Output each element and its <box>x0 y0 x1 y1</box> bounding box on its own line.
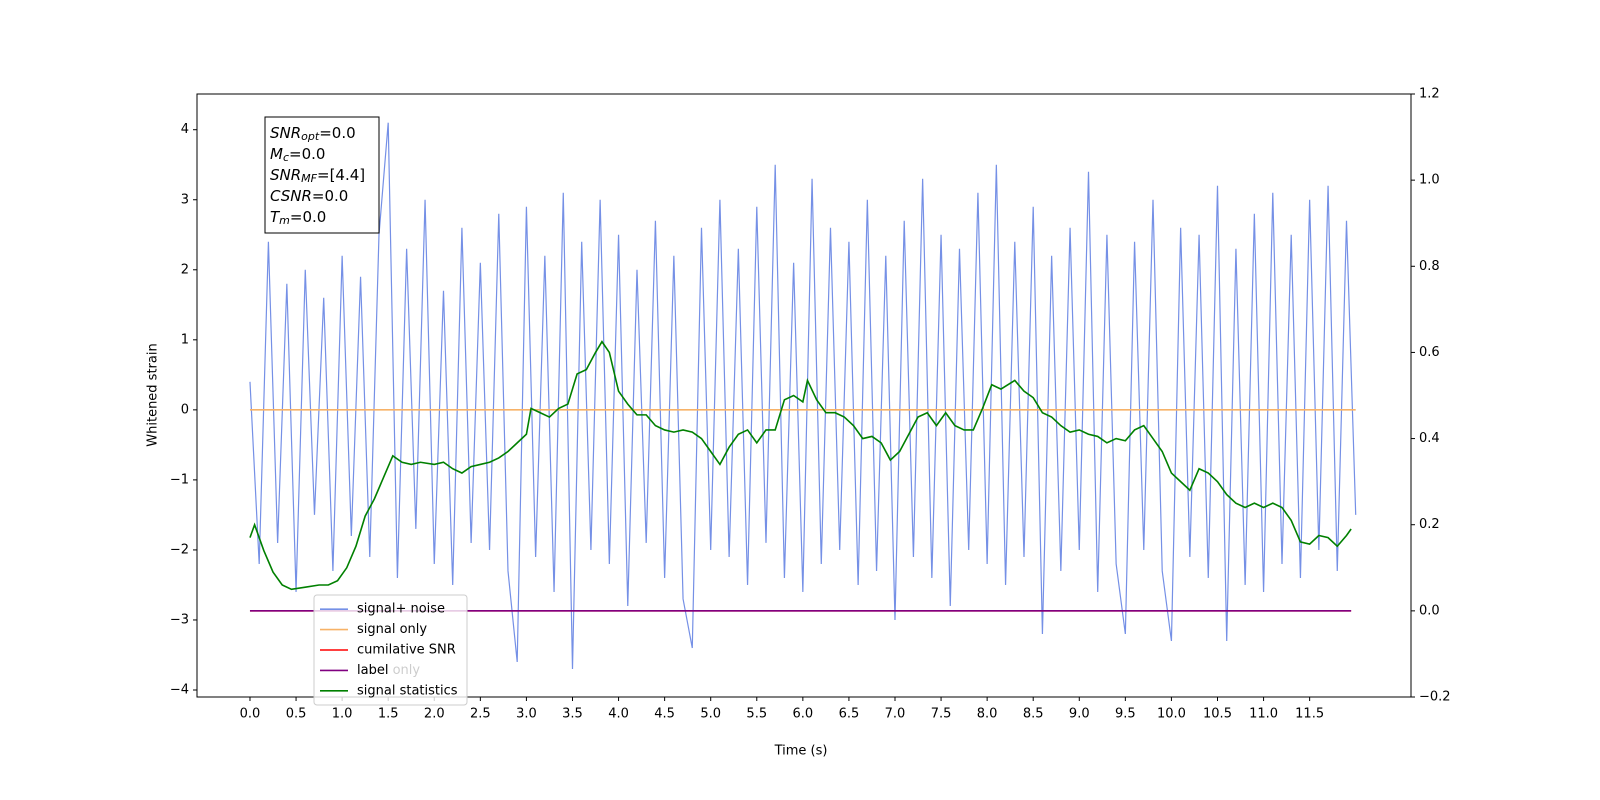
info-symbol: SNR <box>270 124 301 142</box>
x-tick-label: 11.5 <box>1295 707 1324 722</box>
legend-label: signal statistics <box>357 683 458 698</box>
info-value: =0.0 <box>312 187 348 205</box>
x-tick-label: 3.0 <box>516 707 537 722</box>
y2-tick-label: 0.8 <box>1419 259 1440 274</box>
x-tick-label: 9.0 <box>1069 707 1090 722</box>
x-tick-label: 4.5 <box>654 707 675 722</box>
info-line: SNRopt=0.0 <box>270 124 356 144</box>
y-tick-label: −4 <box>170 682 189 697</box>
info-value: =[4.4] <box>317 166 365 184</box>
info-symbol: M <box>270 145 283 163</box>
y-tick-label: 0 <box>181 402 189 417</box>
info-symbol: T <box>270 208 281 226</box>
x-tick-label: 8.0 <box>977 707 998 722</box>
x-tick-label: 2.5 <box>470 707 491 722</box>
info-box-frame <box>264 116 380 234</box>
plot-frame <box>196 93 1412 698</box>
y2-tick-label: 1.0 <box>1419 173 1440 188</box>
legend-frame <box>313 594 468 706</box>
legend-label: signal only <box>357 622 427 637</box>
x-tick-label: 6.5 <box>839 707 860 722</box>
y-tick-label: 2 <box>181 262 189 277</box>
y2-tick-label: 0.2 <box>1419 517 1440 532</box>
x-tick-label: 10.0 <box>1157 707 1186 722</box>
y-tick-label: −3 <box>170 612 189 627</box>
y-axis-label: Whitened strain <box>146 343 161 446</box>
x-tick-label: 5.5 <box>746 707 767 722</box>
info-line: SNRMF=[4.4] <box>270 166 365 186</box>
x-tick-label: 0.5 <box>286 707 307 722</box>
x-axis-label: Time (s) <box>774 744 828 759</box>
x-tick-label: 8.5 <box>1023 707 1044 722</box>
x-tick-label: 7.0 <box>885 707 906 722</box>
info-box: SNRopt=0.0Mc=0.0SNRMF=[4.4]CSNR=0.0Tm=0.… <box>264 116 380 234</box>
info-line: CSNR=0.0 <box>270 187 348 205</box>
series-line <box>249 340 1352 591</box>
info-symbol: SNR <box>270 166 301 184</box>
y2-tick-label: 0.0 <box>1419 603 1440 618</box>
y2-tick-label: 0.4 <box>1419 431 1440 446</box>
x-tick-label: 0.0 <box>240 707 261 722</box>
x-tick-label: 1.5 <box>378 707 399 722</box>
x-tick-label: 10.5 <box>1203 707 1232 722</box>
info-value: =0.0 <box>289 145 325 163</box>
info-subscript: c <box>283 151 289 164</box>
y-tick-label: 1 <box>181 332 189 347</box>
y-tick-label: 3 <box>181 192 189 207</box>
x-tick-label: 11.0 <box>1249 707 1278 722</box>
y2-tick-label: 0.6 <box>1419 345 1440 360</box>
info-subscript: opt <box>301 130 320 143</box>
info-line: Mc=0.0 <box>270 145 325 165</box>
x-tick-label: 4.0 <box>608 707 629 722</box>
legend-label: cumilative SNR <box>357 643 456 658</box>
x-tick-label: 2.0 <box>424 707 445 722</box>
info-line: Tm=0.0 <box>270 208 326 228</box>
y2-tick-label: −0.2 <box>1419 690 1451 705</box>
info-subscript: MF <box>301 172 317 185</box>
x-tick-label: 7.5 <box>931 707 952 722</box>
y-tick-label: −1 <box>170 472 189 487</box>
x-tick-label: 6.0 <box>793 707 814 722</box>
legend-label: signal+ noise <box>357 602 445 617</box>
y-tick-label: −2 <box>170 542 189 557</box>
info-value: =0.0 <box>319 124 355 142</box>
y2-tick-label: 1.2 <box>1419 87 1440 102</box>
x-tick-label: 3.5 <box>562 707 583 722</box>
info-symbol: CSNR <box>270 187 312 205</box>
x-tick-label: 5.0 <box>700 707 721 722</box>
series-line <box>249 122 1357 670</box>
legend-label: label <box>357 663 388 678</box>
y-tick-label: 4 <box>181 122 189 137</box>
x-tick-label: 9.5 <box>1115 707 1136 722</box>
x-tick-label: 1.0 <box>332 707 353 722</box>
info-subscript: m <box>279 214 290 227</box>
legend: signal+ noise signal only cumilative SNR la… <box>313 594 468 706</box>
info-value: =0.0 <box>290 208 326 226</box>
